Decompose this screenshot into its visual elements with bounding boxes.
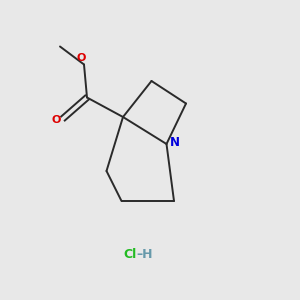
Text: –H: –H [136, 248, 153, 262]
Text: N: N [170, 136, 180, 149]
Text: Cl: Cl [123, 248, 136, 262]
Text: O: O [77, 53, 86, 63]
Text: O: O [52, 115, 61, 125]
